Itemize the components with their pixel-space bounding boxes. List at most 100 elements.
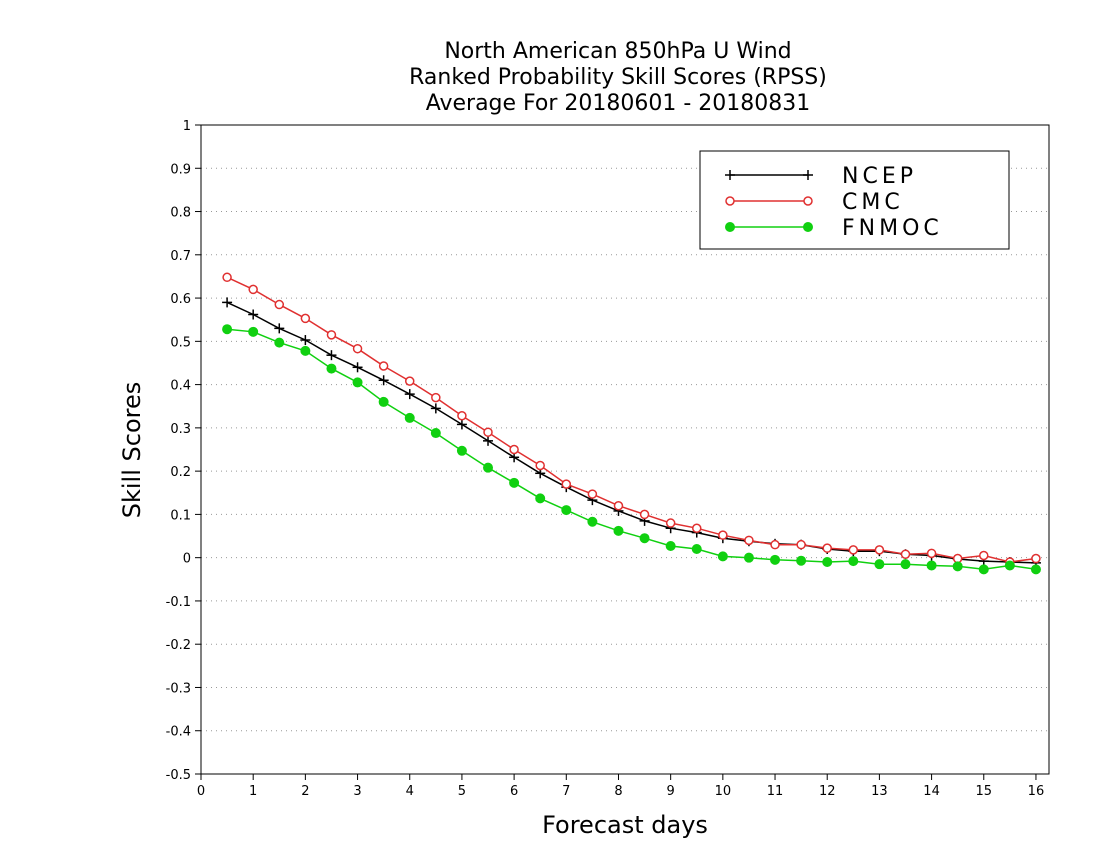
cmc-point [639,509,650,520]
y-tick-label: -0.2 [166,638,191,653]
legend-marker-fnmoc [725,222,735,232]
x-axis-ticks: 0 1 2 3 4 5 6 7 8 9 10 11 12 13 14 15 16 [197,774,1044,799]
fnmoc-point [796,555,807,566]
y-tick-label: -0.1 [166,595,191,610]
fnmoc-point [352,377,363,388]
ncep-point [222,297,233,308]
fnmoc-point [378,396,389,407]
y-tick-label: 0.3 [170,422,191,437]
x-tick-label: 1 [249,784,257,799]
x-tick-label: 16 [1028,784,1045,799]
fnmoc-point [326,363,337,374]
x-tick-label: 10 [715,784,732,799]
y-gridlines [201,167,1049,732]
legend-marker-ncep [803,170,813,180]
x-tick-label: 5 [458,784,466,799]
legend-marker-ncep [725,170,735,180]
cmc-point [692,523,702,533]
y-tick-label: 0.7 [170,249,191,264]
x-tick-label: 2 [301,784,309,799]
y-tick-label: -0.4 [166,725,191,740]
ncep-point [430,403,441,414]
cmc-point [248,284,258,295]
y-tick-label: -0.3 [166,681,191,696]
fnmoc-point [900,559,911,570]
legend-label-ncep: NCEP [842,164,917,189]
cmc-point [535,460,545,471]
y-tick-label: 0.2 [170,465,191,480]
cmc-point [848,545,859,555]
fnmoc-point [978,564,989,575]
x-tick-label: 4 [406,784,414,799]
cmc-point [483,427,493,437]
fnmoc-point [952,561,963,572]
cmc-point [718,530,728,540]
x-tick-label: 8 [614,784,622,799]
cmc-point [900,549,911,559]
cmc-point [822,543,832,553]
cmc-point [431,392,441,403]
title-line-1: North American 850hPa U Wind [444,39,791,64]
cmc-point [222,272,232,283]
y-tick-label: 0.8 [170,206,191,221]
cmc-point [509,444,519,455]
ncep-point [274,323,285,334]
y-tick-label: -0.5 [166,768,191,783]
fnmoc-point [717,551,728,562]
x-tick-label: 7 [562,784,570,799]
ncep-point [300,335,311,346]
fnmoc-point [404,412,415,423]
cmc-point [874,545,885,555]
cmc-line [226,276,1037,563]
fnmoc-point [561,505,572,516]
legend-marker-cmc [725,196,735,206]
fnmoc-point [430,428,441,439]
x-axis-label: Forecast days [542,811,708,839]
cmc-point [744,535,754,546]
ncep-point [248,309,259,320]
x-tick-label: 14 [923,784,940,799]
x-tick-label: 12 [819,784,836,799]
cmc-point [404,376,415,386]
cmc-point [926,548,937,559]
series-fnmoc [222,324,1041,575]
y-tick-label: 0 [183,552,191,567]
x-tick-label: 6 [510,784,518,799]
fnmoc-point [300,345,311,356]
chart-title: North American 850hPa U Wind Ranked Prob… [409,39,827,116]
series-cmc [222,272,1041,567]
ncep-point [326,350,337,361]
ncep-point [404,389,415,400]
cmc-point [352,343,363,354]
fnmoc-point [848,556,859,567]
fnmoc-point [1004,560,1015,571]
legend-label-cmc: CMC [842,190,904,215]
y-tick-label: 0.4 [170,379,191,394]
ncep-point [483,435,494,446]
fnmoc-point [1030,564,1041,575]
x-tick-label: 0 [197,784,205,799]
fnmoc-point [639,533,650,544]
fnmoc-line [227,328,1037,571]
fnmoc-point [926,560,937,571]
title-line-2: Ranked Probability Skill Scores (RPSS) [409,65,827,90]
fnmoc-point [274,337,285,348]
fnmoc-point [874,559,885,570]
plot-frame [200,124,1050,775]
fnmoc-point [587,516,598,527]
legend-label-fnmoc: FNMOC [842,216,943,241]
y-axis-ticks: -0.5 -0.4 -0.3 -0.2 -0.1 0 0.1 0.2 0.3 0.4 0.5 0.6 0… [166,119,201,783]
y-tick-label: 0.5 [170,335,191,350]
fnmoc-point [822,556,833,567]
fnmoc-point [691,544,702,555]
fnmoc-point [509,477,520,488]
fnmoc-point [248,326,259,337]
legend-box [699,150,1010,250]
cmc-point [613,500,624,511]
cmc-point [665,518,676,528]
cmc-point [796,539,806,550]
cmc-point [274,299,285,310]
cmc-point [457,411,467,421]
